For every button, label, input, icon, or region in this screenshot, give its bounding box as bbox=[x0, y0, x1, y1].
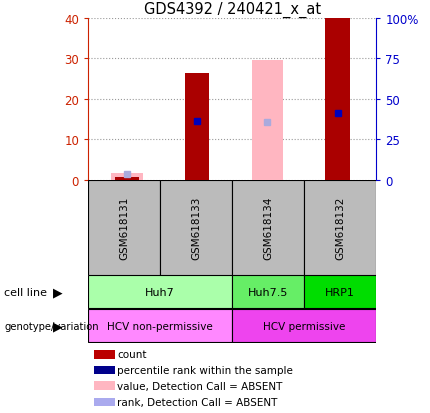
Text: HRP1: HRP1 bbox=[326, 287, 355, 297]
Bar bbox=[88, 310, 232, 342]
Bar bbox=[94, 398, 114, 406]
Text: count: count bbox=[117, 349, 147, 359]
Text: ▶: ▶ bbox=[53, 285, 63, 299]
Text: HCV permissive: HCV permissive bbox=[263, 321, 345, 331]
Bar bbox=[326, 19, 350, 180]
Bar bbox=[94, 350, 114, 359]
Bar bbox=[94, 381, 114, 390]
Text: Huh7: Huh7 bbox=[145, 287, 175, 297]
Bar bbox=[88, 180, 160, 275]
Bar bbox=[160, 180, 232, 275]
Text: Huh7.5: Huh7.5 bbox=[248, 287, 289, 297]
Text: ▶: ▶ bbox=[53, 319, 63, 332]
Bar bbox=[232, 310, 376, 342]
Bar bbox=[88, 276, 232, 308]
Title: GDS4392 / 240421_x_at: GDS4392 / 240421_x_at bbox=[144, 2, 321, 18]
Text: GSM618134: GSM618134 bbox=[263, 196, 273, 259]
Bar bbox=[114, 178, 139, 180]
Text: percentile rank within the sample: percentile rank within the sample bbox=[117, 365, 293, 375]
Text: HCV non-permissive: HCV non-permissive bbox=[108, 321, 213, 331]
Text: GSM618132: GSM618132 bbox=[335, 196, 345, 259]
Bar bbox=[304, 180, 376, 275]
Bar bbox=[252, 61, 283, 180]
Text: GSM618131: GSM618131 bbox=[119, 196, 129, 259]
Bar bbox=[304, 276, 376, 308]
Bar bbox=[111, 174, 143, 180]
Bar bbox=[232, 276, 304, 308]
Text: cell line: cell line bbox=[4, 287, 47, 297]
Bar bbox=[94, 366, 114, 375]
Bar bbox=[185, 74, 209, 180]
Bar bbox=[232, 180, 304, 275]
Text: genotype/variation: genotype/variation bbox=[4, 321, 99, 331]
Text: rank, Detection Call = ABSENT: rank, Detection Call = ABSENT bbox=[117, 397, 277, 407]
Text: GSM618133: GSM618133 bbox=[191, 196, 201, 259]
Text: value, Detection Call = ABSENT: value, Detection Call = ABSENT bbox=[117, 381, 283, 391]
